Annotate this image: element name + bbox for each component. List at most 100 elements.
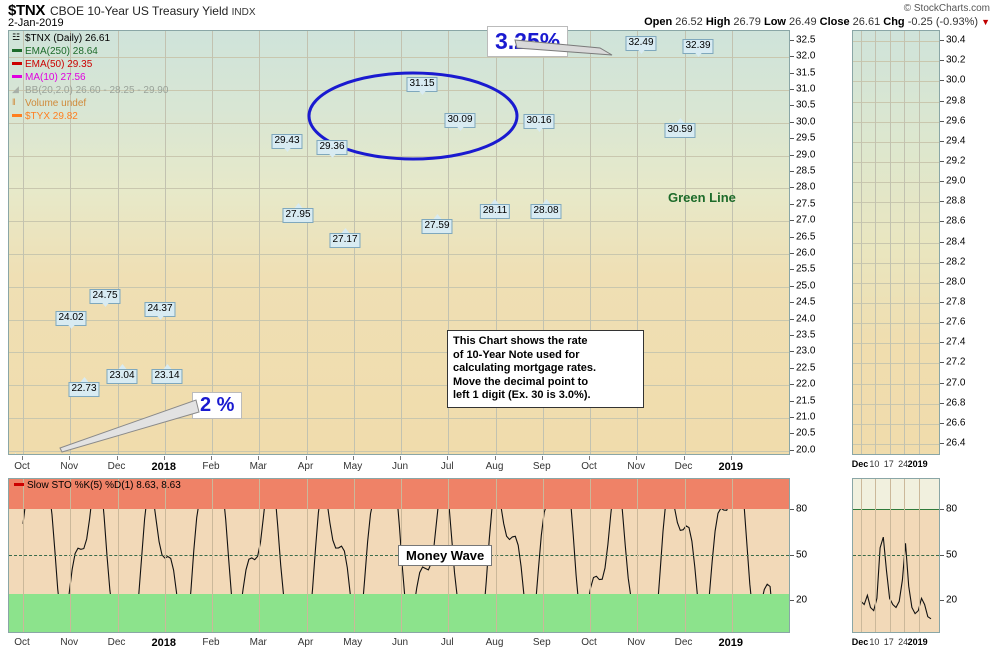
right-price-y-axis: 30.4 30.2 30.0 29.8 29.6 29.4 29.2 29.0 28.8 28.6… <box>940 30 998 455</box>
legend-item-tyx-series[interactable]: $TYX 29.82 <box>12 110 168 123</box>
price-gridline-v <box>401 31 402 454</box>
stochastic-gridline-v <box>306 479 308 632</box>
price-chart-plot[interactable]: 20.3422.7324.0224.7523.0423.1424.3729.43… <box>8 30 790 455</box>
price-x-tick: Apr <box>297 461 314 472</box>
price-gridline-h <box>9 319 789 321</box>
legend-item-ema50[interactable]: EMA(50) 29.35 <box>12 58 168 71</box>
price-y-tick: 31.0 <box>796 83 816 95</box>
price-x-axis: Oct Nov Dec 2018 Feb Mar Apr May Jun Jul Aug Sep Oct… <box>8 456 790 474</box>
price-y-tickmark <box>790 433 794 435</box>
price-y-tickmark <box>790 187 794 189</box>
right-price-y-tick: 30.0 <box>946 74 966 86</box>
change-value: -0.25 (-0.93%) <box>907 16 979 28</box>
price-x-tickmark <box>258 456 260 460</box>
right-gridline-v <box>861 31 862 454</box>
price-callout-flag: 24.02 <box>55 311 87 329</box>
price-x-tick: Dec <box>674 461 693 472</box>
right-gridline-h <box>853 61 939 63</box>
right-stochastic-y-axis: 80 50 20 <box>940 478 998 633</box>
price-y-tick: 28.0 <box>796 181 816 193</box>
right-gridline-h <box>853 363 939 365</box>
right-detail-price-plot[interactable] <box>852 30 940 455</box>
legend-item-price-series[interactable]: ☳ $TNX (Daily) 26.61 <box>12 32 168 45</box>
stockcharts-watermark: © StockCharts.com <box>903 3 990 14</box>
price-gridline-v <box>306 31 308 454</box>
legend-swatch-price-series: ☳ <box>12 32 21 42</box>
right-gridline-h <box>853 141 939 143</box>
price-y-tick: 32.5 <box>796 34 816 46</box>
note-line-4: left 1 digit (Ex. 30 is 3.0%). <box>453 389 591 401</box>
price-gridline-v <box>259 31 261 454</box>
right-gridline-h <box>853 41 939 43</box>
stochastic-y-tick: 80 <box>796 503 808 515</box>
price-gridline-v <box>637 31 639 454</box>
price-y-tick: 21.5 <box>796 395 816 407</box>
right-price-y-tickmark <box>940 241 944 243</box>
high-value: 26.79 <box>733 16 761 28</box>
price-y-tickmark <box>790 89 794 91</box>
annotation-3-25-percent: 3.25% <box>487 26 569 57</box>
price-x-tickmark <box>447 456 449 460</box>
legend-label-ema50: EMA(50) 29.35 <box>25 59 93 70</box>
price-gridline-v <box>590 31 591 454</box>
price-gridline-h <box>9 417 789 419</box>
price-x-tickmark <box>541 456 543 460</box>
legend-item-volume[interactable]: ‖ Volume undef <box>12 97 168 110</box>
price-callout-flag: 23.04 <box>106 364 138 384</box>
price-gridline-h <box>9 352 789 354</box>
price-x-tick: Dec <box>107 461 126 472</box>
right-gridline-h <box>853 403 939 405</box>
stochastic-y-tickmark <box>790 554 794 556</box>
right-price-y-tickmark <box>940 80 944 82</box>
price-gridline-v <box>164 31 166 454</box>
legend-label-bollinger-bands: BB(20,2.0) 26.60 - 28.25 - 29.90 <box>25 85 169 96</box>
right-gridline-h <box>853 161 939 163</box>
price-x-tick: Sep <box>532 461 551 472</box>
price-gridline-v <box>23 31 24 454</box>
price-gridline-v <box>684 31 686 454</box>
price-y-tick: 30.0 <box>796 116 816 128</box>
stochastic-x-tick: Oct <box>581 637 597 648</box>
right-price-y-tickmark <box>940 221 944 223</box>
right-price-y-tickmark <box>940 100 944 102</box>
price-y-tick: 30.5 <box>796 99 816 111</box>
right-gridline-h <box>853 262 939 264</box>
price-y-tick: 21.0 <box>796 411 816 423</box>
right-price-y-tickmark <box>940 402 944 404</box>
price-callout-flag: 28.08 <box>530 199 562 219</box>
legend-swatch-bollinger-bands: ◢ <box>12 84 19 94</box>
right-stochastic-x-tick: 2019 <box>907 637 928 647</box>
right-price-x-tick: Dec <box>851 459 869 469</box>
annotation-money-wave: Money Wave <box>398 545 493 566</box>
chart-legend: ☳ $TNX (Daily) 26.61 EMA(250) 28.64 EMA(50)… <box>12 32 168 123</box>
price-gridline-h <box>9 221 789 223</box>
price-y-tick: 23.5 <box>796 329 816 341</box>
legend-item-ma10[interactable]: MA(10) 27.56 <box>12 71 168 84</box>
stochastic-gridline-v <box>70 479 72 632</box>
price-gridline-h <box>9 57 789 59</box>
right-stochastic-midline <box>853 555 939 556</box>
stochastic-plot[interactable] <box>8 478 790 633</box>
stochastic-y-axis: 80 50 20 <box>790 478 848 633</box>
symbol-ticker[interactable]: $TNX <box>8 2 46 19</box>
price-gridline-v <box>542 31 544 454</box>
right-stochastic-x-tick: 10 <box>869 637 880 647</box>
right-gridline-h <box>853 343 939 345</box>
price-y-tick: 22.5 <box>796 362 816 374</box>
right-stochastic-y-tick: 80 <box>946 503 958 515</box>
legend-item-ema250[interactable]: EMA(250) 28.64 <box>12 45 168 58</box>
right-gridline-h <box>853 383 939 385</box>
legend-swatch-volume: ‖ <box>12 97 16 107</box>
legend-item-bollinger-bands[interactable]: ◢ BB(20,2.0) 26.60 - 28.25 - 29.90 <box>12 84 168 97</box>
stochastic-x-tick: Sep <box>532 637 551 648</box>
stochastic-line-swatch <box>14 482 24 486</box>
right-price-y-tickmark <box>940 281 944 283</box>
price-y-tick: 26.0 <box>796 247 816 259</box>
price-y-tickmark <box>790 416 794 418</box>
price-x-tickmark <box>305 456 307 460</box>
stochastic-gridline-v <box>23 479 24 632</box>
price-x-tickmark <box>163 456 165 460</box>
right-price-y-tickmark <box>940 60 944 62</box>
right-stochastic-plot[interactable] <box>852 478 940 633</box>
stochastic-x-tick: Nov <box>627 637 646 648</box>
